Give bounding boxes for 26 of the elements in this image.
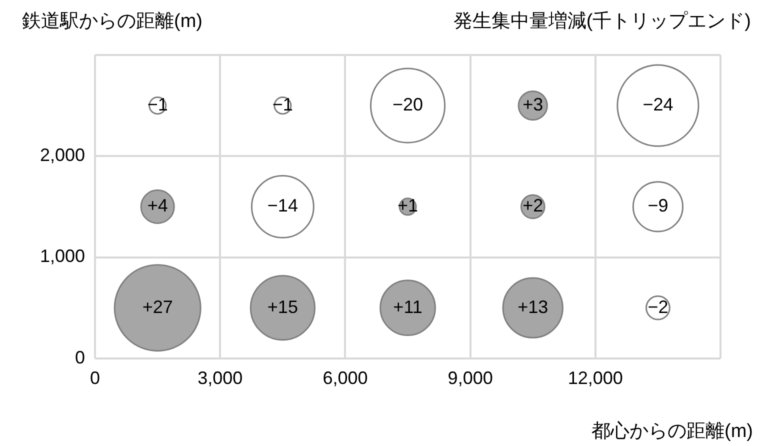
annotation: +3: [522, 94, 544, 115]
annotation: −1: [147, 94, 168, 115]
x-tick-label: 9,000: [448, 368, 493, 388]
annotation: −14: [267, 196, 298, 216]
x-tick-label: 12,000: [568, 368, 623, 388]
annotation: −1: [272, 94, 293, 115]
annotation: +27: [142, 296, 173, 317]
chart-title: 発生集中量増減(千トリップエンド): [453, 10, 751, 34]
annotation: +4: [147, 196, 168, 216]
y-tick-label: 2,000: [40, 145, 86, 166]
annotation: −24: [642, 94, 674, 115]
x-tick-label: 0: [90, 368, 100, 388]
x-axis-title: 都心からの距離(m): [592, 420, 753, 444]
annotation: +11: [393, 296, 422, 317]
annotation: −20: [392, 94, 424, 115]
annotation: +1: [398, 196, 418, 216]
x-tick-label: 6,000: [322, 368, 368, 388]
annotation: +13: [518, 296, 548, 317]
y-axis-title: 鉄道駅からの距離(m): [22, 10, 202, 34]
annotation: +15: [267, 296, 298, 317]
y-tick-label: 0: [75, 347, 86, 368]
annotation: +2: [522, 196, 544, 216]
y-tick-label: 1,000: [40, 246, 86, 266]
x-tick-label: 3,000: [198, 368, 243, 388]
annotation: −9: [648, 196, 668, 216]
annotation: −2: [648, 296, 668, 317]
